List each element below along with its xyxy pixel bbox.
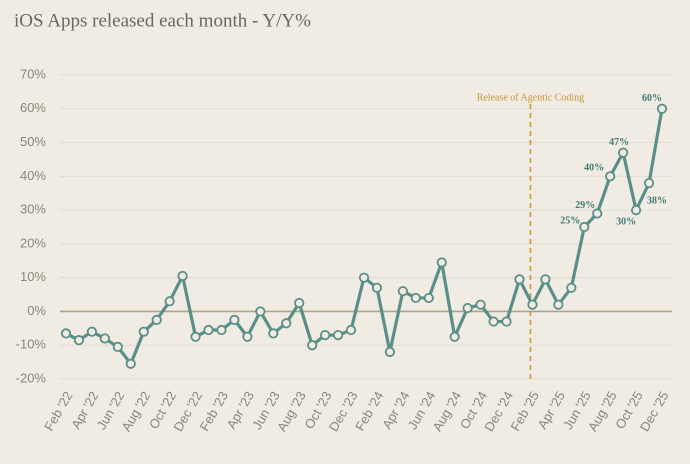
point (436, 257, 447, 268)
point (527, 299, 538, 310)
y-tick-label: 60% (20, 100, 46, 115)
point (566, 282, 577, 293)
point (345, 324, 357, 336)
chart-title: iOS Apps released each month - Y/Y% (14, 10, 311, 31)
point (488, 316, 499, 327)
point (60, 328, 72, 339)
point (384, 346, 396, 358)
data-label: 29% (575, 200, 595, 211)
y-tick-label: 70% (20, 66, 46, 81)
point (164, 296, 175, 307)
data-label: 47% (609, 137, 629, 148)
data-label: 60% (642, 93, 662, 104)
data-label: 38% (647, 195, 667, 206)
point (86, 326, 98, 337)
point (462, 302, 473, 314)
point (423, 292, 434, 304)
point (514, 274, 525, 285)
point (371, 282, 383, 293)
annotation-text: Release of Agentic Coding (477, 92, 584, 103)
data-label: 25% (560, 215, 580, 226)
point (540, 274, 551, 285)
point (177, 270, 188, 282)
y-tick-label: 30% (20, 202, 46, 217)
point (605, 171, 616, 182)
point (332, 329, 344, 341)
point (410, 292, 421, 304)
point (553, 299, 564, 310)
y-tick-label: 40% (20, 168, 46, 183)
point (579, 221, 590, 233)
y-tick-label: -20% (16, 370, 47, 385)
point (112, 341, 123, 353)
point (99, 333, 110, 344)
point (475, 299, 486, 310)
y-tick-label: -10% (16, 337, 47, 352)
point (320, 329, 331, 341)
point (397, 286, 408, 297)
point (229, 314, 240, 325)
line (65, 108, 664, 366)
point (501, 316, 512, 327)
point (216, 324, 227, 336)
point (449, 331, 460, 342)
y-tick-label: 0% (27, 303, 46, 318)
point (618, 147, 629, 158)
point (125, 358, 136, 369)
data-label: 40% (584, 163, 604, 174)
point (281, 318, 292, 329)
point (592, 208, 603, 219)
point (190, 331, 201, 342)
point (242, 331, 253, 342)
x-tick-label: Feb '22 (41, 389, 75, 434)
point (203, 324, 214, 336)
point (656, 103, 668, 114)
point (73, 335, 85, 346)
y-tick-label: 10% (20, 269, 46, 284)
point (358, 272, 370, 283)
point (294, 297, 305, 309)
point (255, 306, 266, 317)
point (268, 328, 279, 339)
point (138, 326, 149, 337)
point (151, 314, 162, 325)
y-tick-label: 50% (20, 134, 46, 149)
point (643, 177, 655, 189)
point (630, 205, 642, 216)
y-tick-label: 20% (20, 235, 46, 250)
data-label: 30% (616, 216, 636, 227)
point (307, 340, 318, 351)
